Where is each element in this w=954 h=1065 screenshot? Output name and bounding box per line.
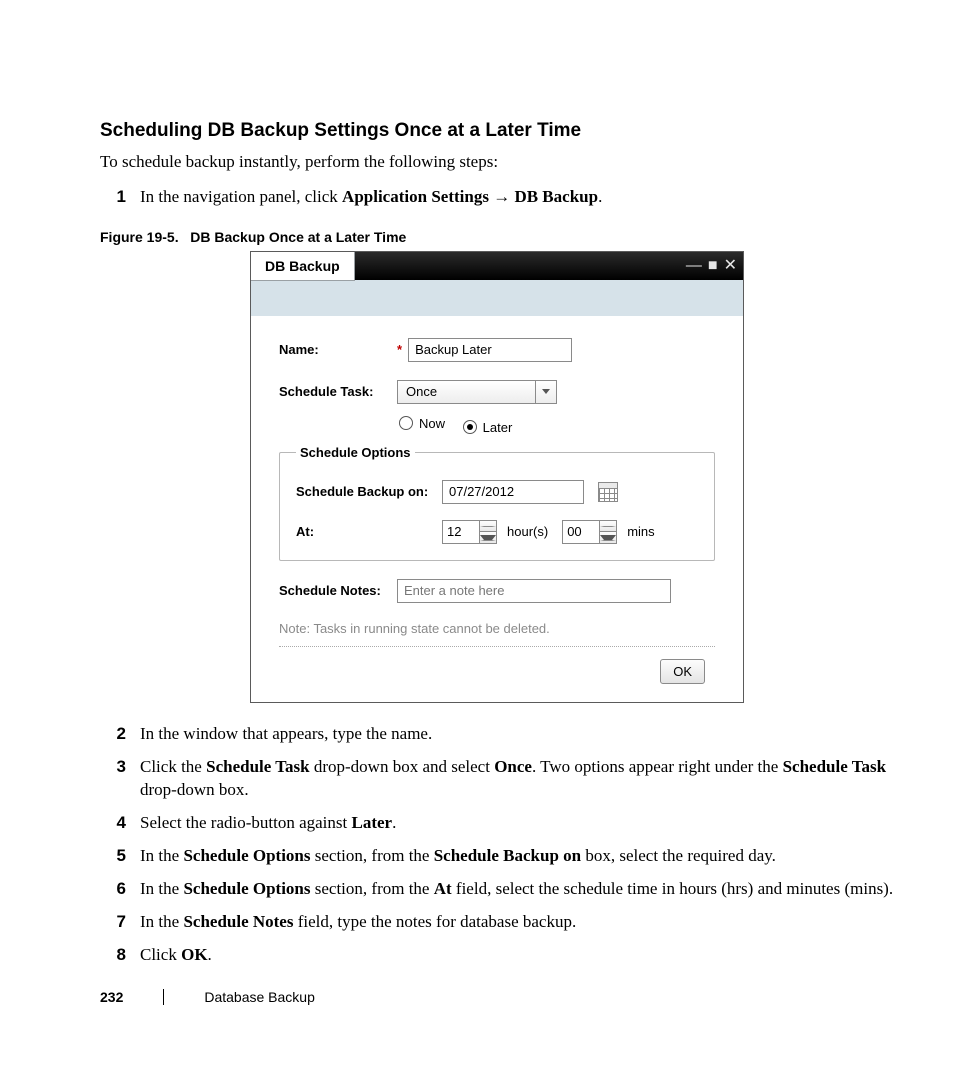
page-number: 232 [100,989,123,1005]
notes-label: Schedule Notes: [279,583,397,598]
schedule-task-select[interactable]: Once [397,380,557,404]
backup-on-input[interactable] [442,480,584,504]
step-3: 3 Click the Schedule Task drop-down box … [100,756,894,802]
backup-on-label: Schedule Backup on: [296,484,442,499]
calendar-icon[interactable] [598,482,618,502]
hours-unit: hour(s) [507,524,548,539]
schedule-options-fieldset: Schedule Options Schedule Backup on: At: [279,445,715,561]
hours-input[interactable] [443,521,479,543]
step-5: 5 In the Schedule Options section, from … [100,845,894,868]
schedule-options-legend: Schedule Options [296,445,415,460]
maximize-icon[interactable]: ■ [708,258,718,274]
notes-input[interactable] [397,579,671,603]
step-1: 1 In the navigation panel, click Applica… [100,186,894,209]
mins-up-icon[interactable] [600,521,616,533]
chevron-down-icon[interactable] [535,381,556,403]
mins-down-icon[interactable] [600,532,616,543]
dialog-title: DB Backup [251,252,355,281]
page-footer: 232 Database Backup [100,989,315,1005]
step-7: 7 In the Schedule Notes field, type the … [100,911,894,934]
figure-caption: Figure 19-5. DB Backup Once at a Later T… [100,229,894,245]
dialog-titlebar: DB Backup — ■ ✕ [251,252,743,316]
close-icon[interactable]: ✕ [724,258,737,274]
radio-later[interactable]: Later [463,420,513,435]
schedule-task-value: Once [398,381,535,403]
hours-down-icon[interactable] [480,532,496,543]
step-4: 4 Select the radio-button against Later. [100,812,894,835]
footer-section: Database Backup [204,989,315,1005]
step-8: 8 Click OK. [100,944,894,967]
required-asterisk: * [397,342,402,357]
hours-spinner[interactable] [442,520,497,544]
minimize-icon[interactable]: — [686,258,702,274]
radio-now[interactable]: Now [399,416,445,431]
ok-button[interactable]: OK [660,659,705,684]
name-label: Name: [279,342,397,357]
name-input[interactable] [408,338,572,362]
mins-unit: mins [627,524,654,539]
footnote-text: Note: Tasks in running state cannot be d… [279,621,715,647]
at-label: At: [296,524,442,539]
schedule-task-label: Schedule Task: [279,384,397,399]
step-num: 1 [100,186,126,209]
footer-separator [163,989,164,1005]
mins-spinner[interactable] [562,520,617,544]
step-2: 2 In the window that appears, type the n… [100,723,894,746]
section-heading: Scheduling DB Backup Settings Once at a … [100,120,894,142]
hours-up-icon[interactable] [480,521,496,533]
db-backup-dialog: DB Backup — ■ ✕ Name: * Schedule Task: O… [250,251,744,703]
step-6: 6 In the Schedule Options section, from … [100,878,894,901]
intro-text: To schedule backup instantly, perform th… [100,152,894,172]
radio-now-circle [399,416,413,430]
radio-later-circle [463,420,477,434]
mins-input[interactable] [563,521,599,543]
